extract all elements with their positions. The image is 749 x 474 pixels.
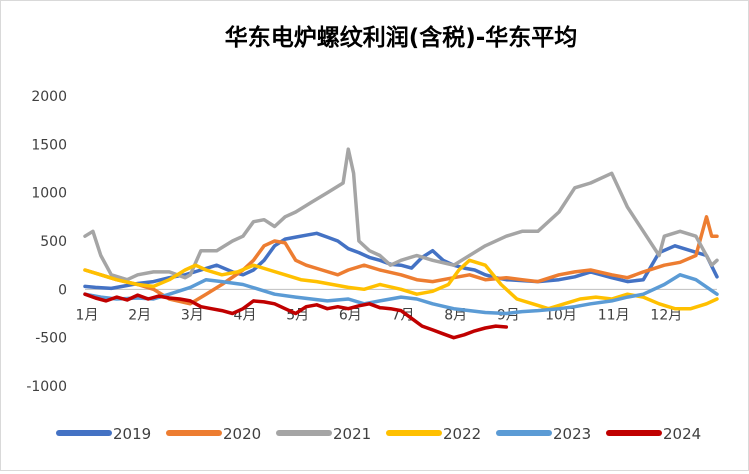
legend-label-2023: 2023	[553, 425, 591, 443]
series-line-2023	[83, 273, 719, 316]
x-tick-label: 1月	[76, 307, 99, 323]
legend: 2019 2020 2021 2022 2023 2024	[56, 425, 701, 443]
series-line-2021	[83, 147, 719, 282]
y-tick-label: 1000	[31, 186, 67, 202]
y-tick-label: 0	[58, 282, 67, 298]
x-tick-label: 10月	[545, 307, 577, 323]
series-line-2024	[83, 292, 509, 340]
series-line-2022	[83, 258, 719, 311]
legend-label-2019: 2019	[113, 425, 151, 443]
y-tick-label: 1500	[31, 137, 67, 153]
x-tick-label: 3月	[181, 307, 204, 323]
y-tick-label: -500	[35, 331, 67, 347]
legend-label-2024: 2024	[663, 425, 701, 443]
chart-title: 华东电炉螺纹利润(含税)-华东平均	[225, 24, 578, 51]
x-tick-label: 9月	[497, 307, 520, 323]
x-tick-label: 12月	[650, 307, 682, 323]
x-tick-label: 11月	[598, 307, 630, 323]
y-tick-label: -1000	[26, 379, 67, 395]
legend-label-2021: 2021	[333, 425, 371, 443]
y-axis: -1000 -500 0 500 1000 1500 2000	[26, 89, 67, 395]
y-tick-label: 500	[40, 234, 67, 250]
x-tick-label: 2月	[128, 307, 151, 323]
x-tick-label: 6月	[339, 307, 362, 323]
legend-label-2022: 2022	[443, 425, 481, 443]
series-lines	[83, 147, 719, 340]
legend-label-2020: 2020	[223, 425, 261, 443]
y-tick-label: 2000	[31, 89, 67, 105]
series-line-2020	[83, 215, 719, 306]
